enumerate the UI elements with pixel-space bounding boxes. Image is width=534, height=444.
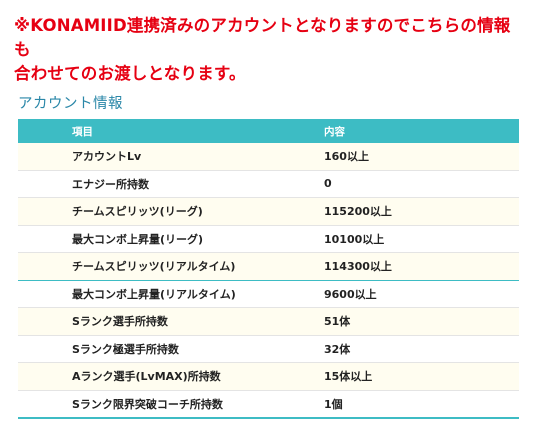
table-row: チームスピリッツ(リーグ) 115200以上 [18, 197, 519, 226]
table-row: Aランク選手(LvMAX)所持数 15体以上 [18, 362, 519, 391]
account-info-table: 項目 内容 アカウントLv 160以上 エナジー所持数 0 チームスピリッツ(リ… [18, 119, 519, 419]
table-row: 最大コンボ上昇量(リアルタイム) 9600以上 [18, 280, 519, 308]
row-item-value: 160以上 [324, 143, 519, 171]
table-row: 最大コンボ上昇量(リーグ) 10100以上 [18, 225, 519, 253]
row-item-label: Aランク選手(LvMAX)所持数 [18, 362, 324, 391]
notice-text: ※KONAMIID連携済みのアカウントとなりますのでこちらの情報も 合わせてのお… [14, 14, 526, 86]
row-item-label: 最大コンボ上昇量(リアルタイム) [18, 280, 324, 308]
row-item-label: アカウントLv [18, 143, 324, 171]
table-row: Sランク限界突破コーチ所持数 1個 [18, 390, 519, 419]
row-item-value: 10100以上 [324, 225, 519, 253]
table-header-row: 項目 内容 [18, 119, 519, 143]
row-item-value: 114300以上 [324, 252, 519, 281]
row-item-label: Sランク限界突破コーチ所持数 [18, 390, 324, 419]
row-item-value: 32体 [324, 335, 519, 363]
header-value: 内容 [324, 125, 345, 138]
row-item-label: チームスピリッツ(リーグ) [18, 197, 324, 226]
row-item-label: 最大コンボ上昇量(リーグ) [18, 225, 324, 253]
row-item-value: 51体 [324, 307, 519, 336]
table-row: Sランク極選手所持数 32体 [18, 335, 519, 363]
table-row: エナジー所持数 0 [18, 170, 519, 198]
row-item-value: 115200以上 [324, 197, 519, 226]
row-item-label: エナジー所持数 [18, 170, 324, 198]
row-item-value: 9600以上 [324, 280, 519, 308]
row-item-value: 1個 [324, 390, 519, 419]
table-row: Sランク選手所持数 51体 [18, 307, 519, 336]
table-row: チームスピリッツ(リアルタイム) 114300以上 [18, 252, 519, 281]
notice-line-2: 合わせてのお渡しとなります。 [14, 64, 246, 83]
row-item-label: Sランク選手所持数 [18, 307, 324, 336]
section-title: アカウント情報 [18, 96, 123, 112]
table-row: アカウントLv 160以上 [18, 143, 519, 171]
row-item-value: 0 [324, 170, 519, 198]
row-item-value: 15体以上 [324, 362, 519, 391]
notice-line-1: ※KONAMIID連携済みのアカウントとなりますのでこちらの情報も [14, 16, 511, 59]
row-item-label: Sランク極選手所持数 [18, 335, 324, 363]
header-item: 項目 [72, 125, 93, 138]
row-item-label: チームスピリッツ(リアルタイム) [18, 252, 324, 281]
